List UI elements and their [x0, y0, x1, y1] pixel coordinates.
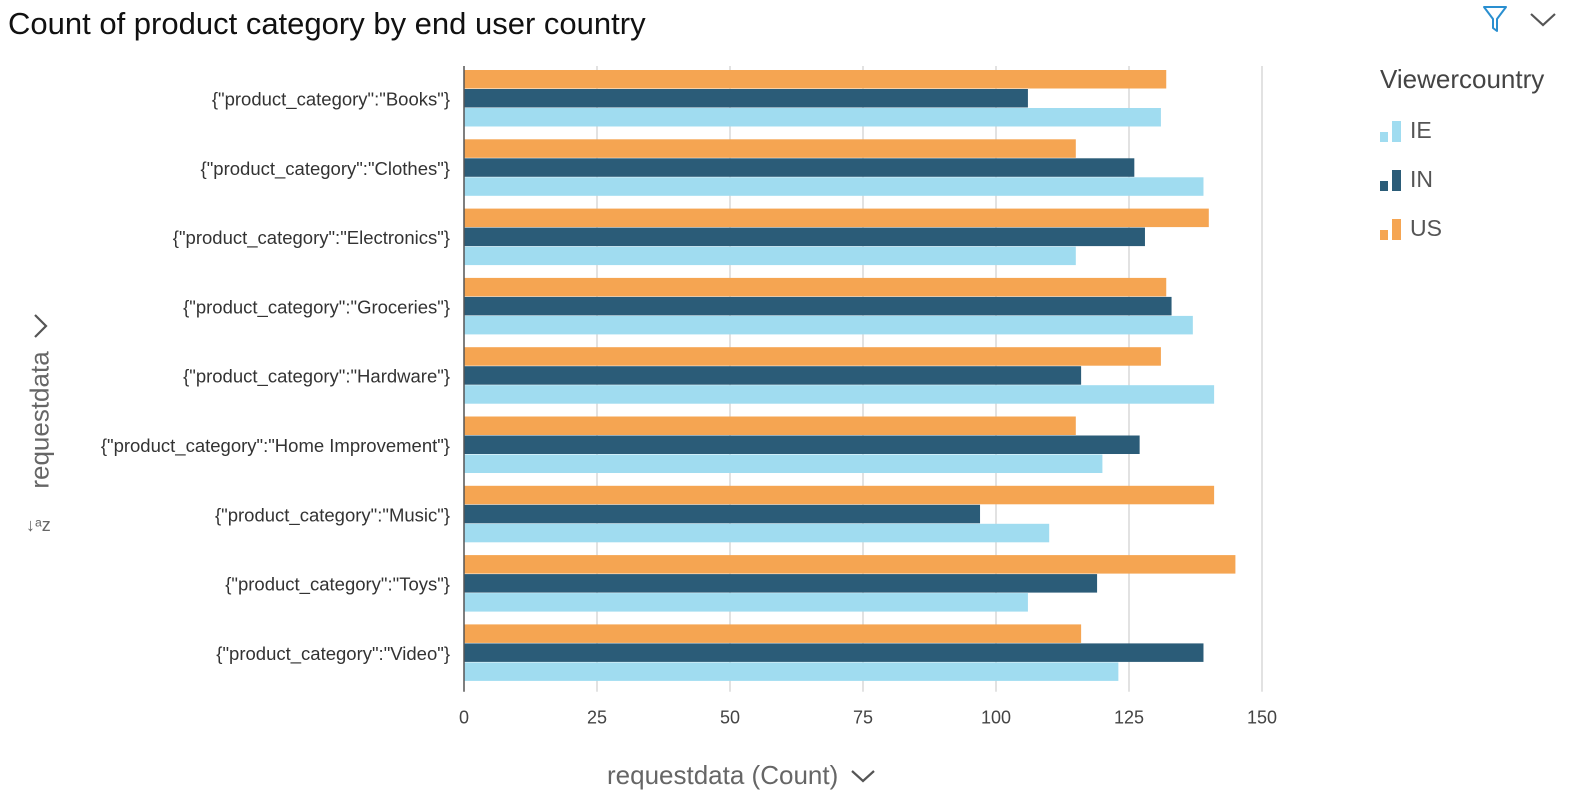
x-axis-title-label: requestdata (Count)	[607, 760, 839, 790]
y-tick-label: {"product_category":"Hardware"}	[183, 366, 450, 388]
bar-us[interactable]	[464, 416, 1076, 436]
y-tick-label: {"product_category":"Music"}	[215, 504, 450, 526]
y-tick-label: {"product_category":"Books"}	[212, 89, 450, 111]
x-tick-label: 125	[1114, 708, 1144, 728]
y-tick-label: {"product_category":"Video"}	[216, 643, 450, 665]
bar-us[interactable]	[464, 485, 1215, 505]
x-tick-label: 75	[853, 708, 873, 728]
bar-in[interactable]	[464, 296, 1172, 316]
bar-ie[interactable]	[464, 385, 1215, 404]
x-axis-title[interactable]: requestdata (Count)	[607, 760, 876, 791]
bar-us[interactable]	[464, 139, 1076, 158]
bar-ie[interactable]	[464, 523, 1050, 543]
bar-ie[interactable]	[464, 454, 1103, 474]
bar-us[interactable]	[464, 70, 1167, 89]
bar-us[interactable]	[464, 277, 1167, 297]
y-tick-label: {"product_category":"Electronics"}	[173, 227, 450, 249]
bar-us[interactable]	[464, 624, 1082, 643]
x-tick-label: 25	[587, 708, 607, 728]
bar-in[interactable]	[464, 366, 1082, 385]
bar-ie[interactable]	[464, 177, 1204, 196]
bar-in[interactable]	[464, 574, 1098, 593]
legend-swatch-us	[1380, 218, 1402, 240]
filter-icon[interactable]	[1482, 4, 1508, 34]
bar-in[interactable]	[464, 504, 981, 524]
legend-item-us[interactable]: US	[1380, 215, 1544, 242]
y-tick-label: {"product_category":"Toys"}	[225, 574, 450, 596]
legend-item-in[interactable]: IN	[1380, 166, 1544, 193]
bar-us[interactable]	[464, 555, 1236, 574]
bar-in[interactable]	[464, 643, 1204, 662]
bar-ie[interactable]	[464, 593, 1028, 612]
bar-in[interactable]	[464, 227, 1145, 247]
chevron-down-icon[interactable]	[850, 760, 876, 791]
chevron-right-icon[interactable]	[32, 312, 50, 345]
x-tick-label: 50	[720, 708, 740, 728]
x-tick-label: 150	[1247, 708, 1277, 728]
legend-label-ie: IE	[1410, 117, 1432, 143]
sort-alpha-icon[interactable]: ↓ᵃz	[26, 515, 51, 535]
y-tick-label: {"product_category":"Clothes"}	[201, 158, 450, 180]
legend-label-us: US	[1410, 215, 1442, 241]
legend-label-in: IN	[1410, 166, 1433, 192]
legend-swatch-ie	[1380, 120, 1402, 142]
x-tick-label: 100	[981, 708, 1011, 728]
bar-ie[interactable]	[464, 246, 1076, 266]
bar-ie[interactable]	[464, 315, 1193, 335]
bar-us[interactable]	[464, 208, 1209, 228]
legend-title: Viewercountry	[1380, 64, 1545, 94]
y-tick-label: {"product_category":"Home Improvement"}	[101, 435, 450, 457]
x-tick-label: 0	[459, 708, 469, 728]
chart-toolbar	[1482, 4, 1558, 34]
bar-in[interactable]	[464, 158, 1135, 177]
bar-in[interactable]	[464, 435, 1140, 455]
legend: Viewercountry IE IN US	[1380, 64, 1544, 242]
bar-in[interactable]	[464, 89, 1028, 108]
bar-ie[interactable]	[464, 662, 1119, 681]
chart-title: Count of product category by end user co…	[8, 6, 646, 41]
bar-ie[interactable]	[464, 108, 1161, 127]
chevron-down-icon[interactable]	[1528, 9, 1558, 29]
legend-item-ie[interactable]: IE	[1380, 117, 1544, 144]
y-axis-title[interactable]: requestdata	[24, 351, 55, 489]
y-tick-label: {"product_category":"Groceries"}	[183, 296, 450, 318]
bar-us[interactable]	[464, 347, 1161, 366]
legend-swatch-in	[1380, 169, 1402, 191]
